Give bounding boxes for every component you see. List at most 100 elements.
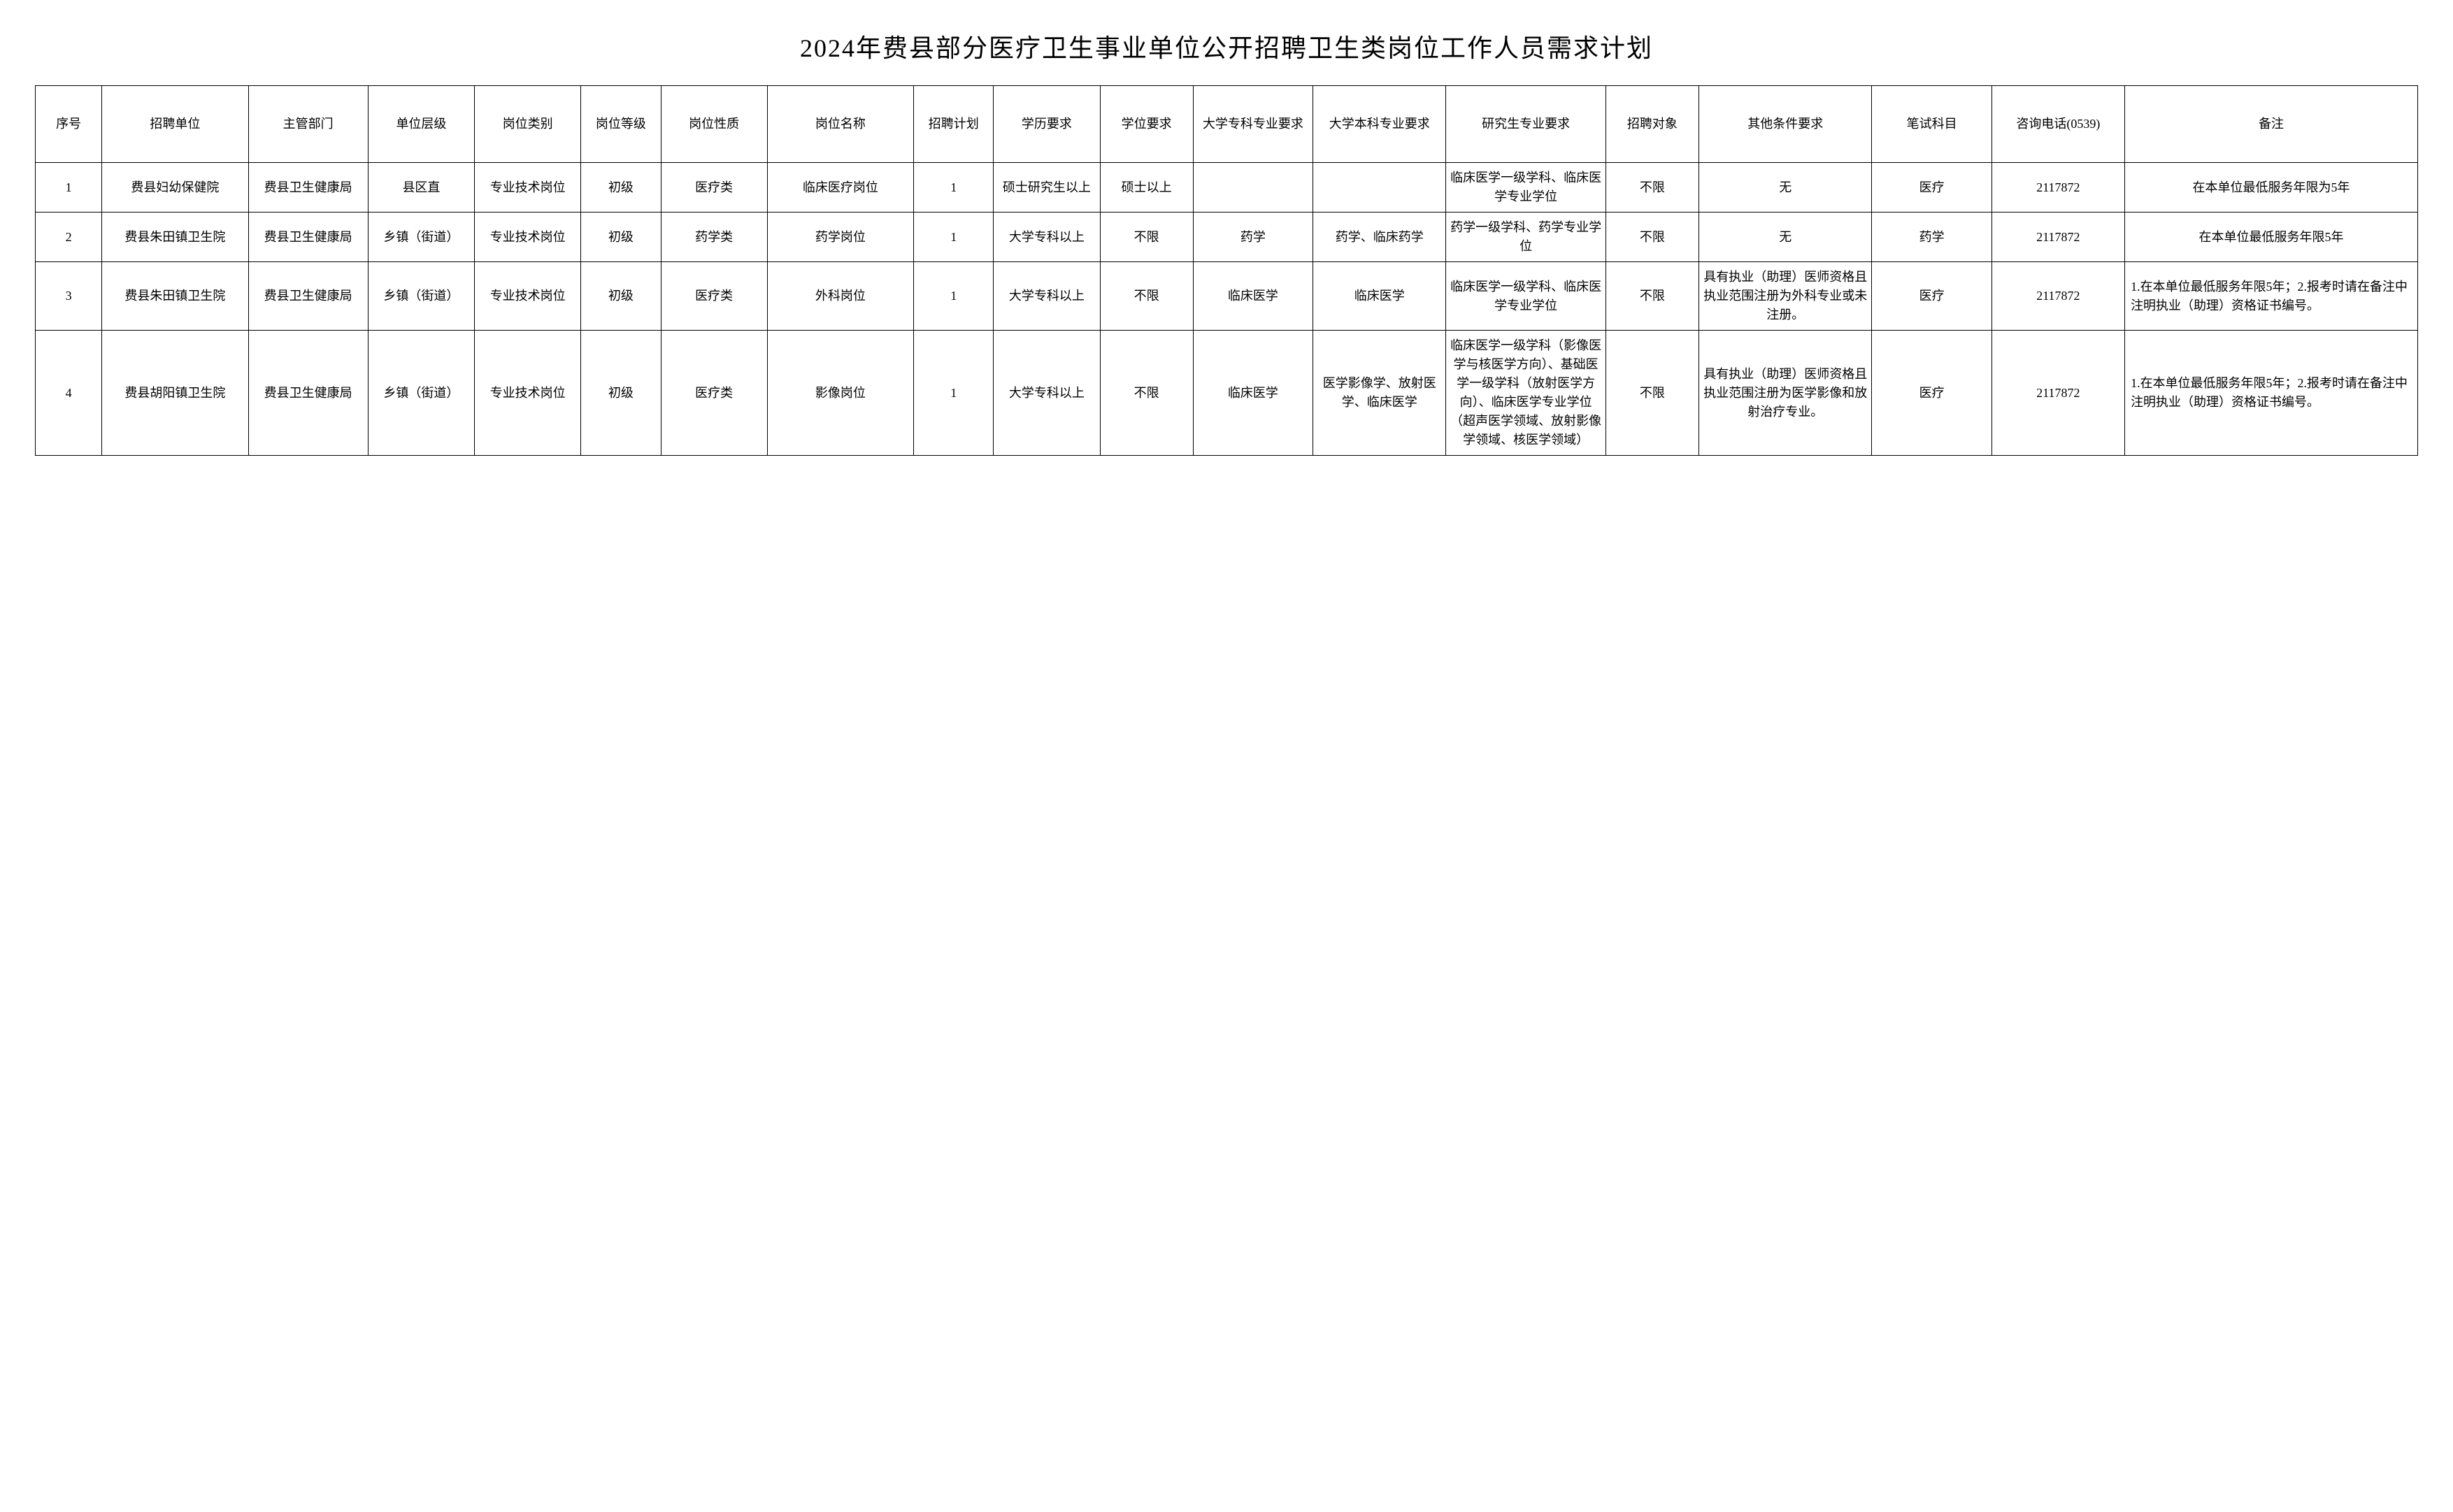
cell-remark: 1.在本单位最低服务年限5年；2.报考时请在备注中注明执业（助理）资格证书编号。: [2125, 331, 2418, 456]
cell-exam: 医疗: [1872, 331, 1991, 456]
col-other: 其他条件要求: [1699, 86, 1872, 163]
cell-level: 乡镇（街道）: [368, 262, 474, 331]
cell-target: 不限: [1605, 331, 1698, 456]
cell-spec2: 医学影像学、放射医学、临床医学: [1313, 331, 1446, 456]
cell-dept: 费县卫生健康局: [248, 262, 368, 331]
cell-spec2: 药学、临床药学: [1313, 213, 1446, 262]
col-seq: 序号: [36, 86, 102, 163]
cell-other: 具有执业（助理）医师资格且执业范围注册为外科专业或未注册。: [1699, 262, 1872, 331]
cell-count: 1: [914, 163, 994, 213]
cell-remark: 1.在本单位最低服务年限5年；2.报考时请在备注中注明执业（助理）资格证书编号。: [2125, 262, 2418, 331]
cell-degree: 不限: [1100, 213, 1193, 262]
col-remark: 备注: [2125, 86, 2418, 163]
cell-count: 1: [914, 331, 994, 456]
cell-exam: 医疗: [1872, 262, 1991, 331]
cell-spec3: 药学一级学科、药学专业学位: [1446, 213, 1605, 262]
cell-seq: 4: [36, 331, 102, 456]
cell-phone: 2117872: [1991, 331, 2124, 456]
col-spec1: 大学专科专业要求: [1193, 86, 1313, 163]
cell-unit: 费县朱田镇卫生院: [102, 213, 248, 262]
cell-degree: 不限: [1100, 331, 1193, 456]
cell-grade: 初级: [581, 163, 661, 213]
cell-nature: 医疗类: [661, 331, 767, 456]
table-row: 3费县朱田镇卫生院费县卫生健康局乡镇（街道）专业技术岗位初级医疗类外科岗位1大学…: [36, 262, 2418, 331]
cell-nature: 药学类: [661, 213, 767, 262]
cell-seq: 1: [36, 163, 102, 213]
cell-category: 专业技术岗位: [475, 262, 581, 331]
col-level: 单位层级: [368, 86, 474, 163]
cell-edu: 大学专科以上: [994, 331, 1100, 456]
cell-unit: 费县胡阳镇卫生院: [102, 331, 248, 456]
cell-phone: 2117872: [1991, 213, 2124, 262]
cell-phone: 2117872: [1991, 262, 2124, 331]
cell-exam: 医疗: [1872, 163, 1991, 213]
cell-category: 专业技术岗位: [475, 213, 581, 262]
cell-phone: 2117872: [1991, 163, 2124, 213]
cell-nature: 医疗类: [661, 163, 767, 213]
recruitment-table: 序号 招聘单位 主管部门 单位层级 岗位类别 岗位等级 岗位性质 岗位名称 招聘…: [35, 85, 2418, 456]
cell-seq: 3: [36, 262, 102, 331]
cell-grade: 初级: [581, 262, 661, 331]
col-nature: 岗位性质: [661, 86, 767, 163]
cell-spec2: 临床医学: [1313, 262, 1446, 331]
cell-spec1: 临床医学: [1193, 331, 1313, 456]
cell-degree: 不限: [1100, 262, 1193, 331]
cell-count: 1: [914, 213, 994, 262]
col-posname: 岗位名称: [767, 86, 913, 163]
cell-level: 县区直: [368, 163, 474, 213]
table-row: 2费县朱田镇卫生院费县卫生健康局乡镇（街道）专业技术岗位初级药学类药学岗位1大学…: [36, 213, 2418, 262]
cell-spec3: 临床医学一级学科、临床医学专业学位: [1446, 163, 1605, 213]
col-unit: 招聘单位: [102, 86, 248, 163]
cell-edu: 硕士研究生以上: [994, 163, 1100, 213]
col-phone: 咨询电话(0539): [1991, 86, 2124, 163]
col-edu: 学历要求: [994, 86, 1100, 163]
page-title: 2024年费县部分医疗卫生事业单位公开招聘卫生类岗位工作人员需求计划: [35, 28, 2418, 64]
table-row: 1费县妇幼保健院费县卫生健康局县区直专业技术岗位初级医疗类临床医疗岗位1硕士研究…: [36, 163, 2418, 213]
cell-posname: 外科岗位: [767, 262, 913, 331]
cell-unit: 费县朱田镇卫生院: [102, 262, 248, 331]
cell-spec3: 临床医学一级学科（影像医学与核医学方向）、基础医学一级学科（放射医学方向）、临床…: [1446, 331, 1605, 456]
cell-target: 不限: [1605, 213, 1698, 262]
cell-target: 不限: [1605, 262, 1698, 331]
cell-spec1: 药学: [1193, 213, 1313, 262]
col-spec3: 研究生专业要求: [1446, 86, 1605, 163]
cell-category: 专业技术岗位: [475, 163, 581, 213]
cell-remark: 在本单位最低服务年限5年: [2125, 213, 2418, 262]
cell-posname: 药学岗位: [767, 213, 913, 262]
cell-unit: 费县妇幼保健院: [102, 163, 248, 213]
cell-category: 专业技术岗位: [475, 331, 581, 456]
col-category: 岗位类别: [475, 86, 581, 163]
cell-seq: 2: [36, 213, 102, 262]
cell-grade: 初级: [581, 213, 661, 262]
col-exam: 笔试科目: [1872, 86, 1991, 163]
col-count: 招聘计划: [914, 86, 994, 163]
cell-spec2: [1313, 163, 1446, 213]
cell-posname: 影像岗位: [767, 331, 913, 456]
cell-other: 无: [1699, 213, 1872, 262]
cell-posname: 临床医疗岗位: [767, 163, 913, 213]
cell-dept: 费县卫生健康局: [248, 213, 368, 262]
col-target: 招聘对象: [1605, 86, 1698, 163]
cell-dept: 费县卫生健康局: [248, 163, 368, 213]
cell-spec1: [1193, 163, 1313, 213]
cell-grade: 初级: [581, 331, 661, 456]
cell-nature: 医疗类: [661, 262, 767, 331]
cell-edu: 大学专科以上: [994, 262, 1100, 331]
table-header-row: 序号 招聘单位 主管部门 单位层级 岗位类别 岗位等级 岗位性质 岗位名称 招聘…: [36, 86, 2418, 163]
cell-spec3: 临床医学一级学科、临床医学专业学位: [1446, 262, 1605, 331]
cell-other: 具有执业（助理）医师资格且执业范围注册为医学影像和放射治疗专业。: [1699, 331, 1872, 456]
cell-level: 乡镇（街道）: [368, 331, 474, 456]
cell-target: 不限: [1605, 163, 1698, 213]
col-dept: 主管部门: [248, 86, 368, 163]
cell-edu: 大学专科以上: [994, 213, 1100, 262]
col-degree: 学位要求: [1100, 86, 1193, 163]
col-grade: 岗位等级: [581, 86, 661, 163]
cell-count: 1: [914, 262, 994, 331]
cell-level: 乡镇（街道）: [368, 213, 474, 262]
cell-other: 无: [1699, 163, 1872, 213]
cell-remark: 在本单位最低服务年限为5年: [2125, 163, 2418, 213]
cell-exam: 药学: [1872, 213, 1991, 262]
cell-degree: 硕士以上: [1100, 163, 1193, 213]
col-spec2: 大学本科专业要求: [1313, 86, 1446, 163]
table-row: 4费县胡阳镇卫生院费县卫生健康局乡镇（街道）专业技术岗位初级医疗类影像岗位1大学…: [36, 331, 2418, 456]
